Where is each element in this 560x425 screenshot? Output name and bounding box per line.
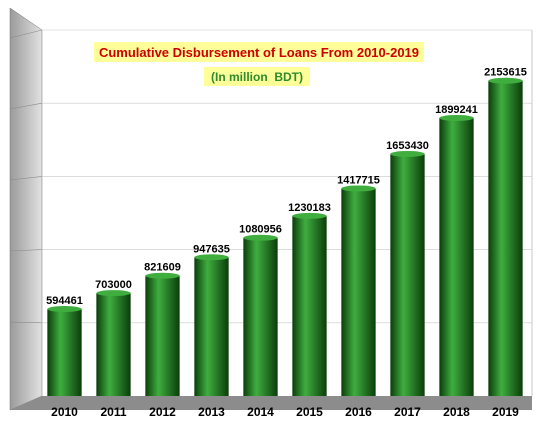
data-label-2010: 594461 (46, 295, 83, 307)
wall-gridline (9, 249, 43, 252)
x-tick-2010: 2010 (51, 405, 78, 419)
bar-2013 (194, 257, 229, 396)
x-tick-2011: 2011 (100, 405, 126, 419)
x-tick-2014: 2014 (247, 405, 274, 419)
chart-subtitle: (In million BDT) (211, 70, 303, 84)
data-label-2018: 1899241 (435, 104, 478, 116)
bar-top-2019 (488, 77, 523, 84)
subtitle-box: (In million BDT) (204, 67, 310, 86)
bar-2017 (390, 153, 425, 396)
x-tick-2012: 2012 (149, 405, 176, 419)
data-label-2011: 703000 (95, 279, 132, 291)
x-tick-2017: 2017 (394, 405, 421, 419)
bars (47, 77, 523, 397)
x-tick-2019: 2019 (492, 405, 519, 419)
bar-2015 (292, 215, 327, 396)
floor (10, 396, 532, 410)
bar-top-2016 (341, 185, 376, 192)
bar-top-2015 (292, 212, 327, 219)
x-tick-2018: 2018 (443, 405, 470, 419)
bar-2019 (488, 80, 523, 397)
bar-2014 (243, 237, 278, 396)
bar-top-2012 (145, 272, 180, 279)
bar-2018 (439, 117, 474, 397)
side-wall (9, 7, 43, 411)
x-tick-2013: 2013 (198, 405, 225, 419)
chart-title: Cumulative Disbursement of Loans From 20… (99, 45, 419, 60)
wall-gridline (9, 176, 43, 181)
data-label-2016: 1417715 (337, 174, 380, 186)
data-label-2012: 821609 (144, 262, 181, 274)
wall-gridline (9, 102, 43, 110)
data-label-2017: 1653430 (386, 140, 429, 152)
bar-top-2018 (439, 114, 474, 121)
bar-2011 (96, 293, 131, 396)
bar-top-2014 (243, 234, 278, 241)
data-labels: 594461 703000 821609 947635 1080956 1230183 14… (46, 67, 527, 307)
bar-top-2011 (96, 290, 131, 297)
data-label-2019: 2153615 (484, 67, 527, 79)
x-axis-tick-labels: 2010 2011 2012 2013 2014 2015 2016 2017 2018 2019 (51, 405, 519, 419)
title-background (94, 42, 424, 62)
bar-2010 (47, 308, 82, 396)
x-tick-2016: 2016 (345, 405, 372, 419)
data-label-2015: 1230183 (288, 202, 331, 214)
wall-gridline (9, 29, 43, 39)
bar-top-2013 (194, 254, 229, 261)
bar-2016 (341, 188, 376, 396)
wall-gridline (9, 321, 43, 324)
data-label-2013: 947635 (193, 243, 230, 255)
bar-top-2010 (47, 305, 82, 312)
bar-2012 (145, 275, 180, 396)
data-label-2014: 1080956 (239, 224, 282, 236)
title-box: Cumulative Disbursement of Loans From 20… (94, 42, 424, 62)
bar-top-2017 (390, 150, 425, 157)
subtitle-background (204, 67, 310, 86)
x-tick-2015: 2015 (296, 405, 323, 419)
